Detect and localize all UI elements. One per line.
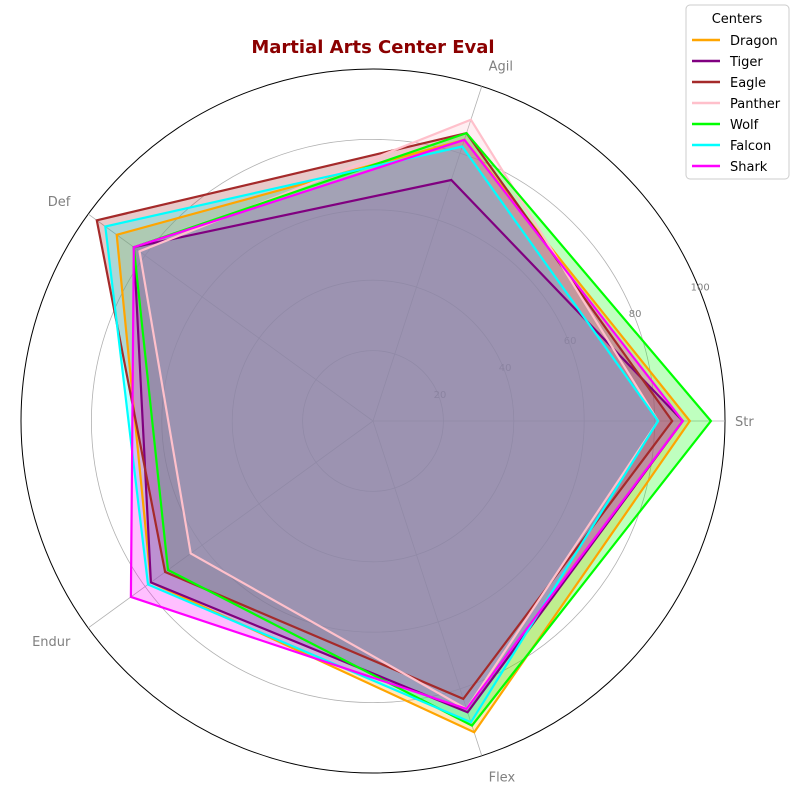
legend-label-wolf: Wolf [730,118,759,133]
chart-title: Martial Arts Center Eval [251,37,494,58]
radial-tick-label: 40 [499,363,512,374]
series-area-panther [139,119,659,709]
axis-labels: Str Agil Def Endur Flex [32,59,754,785]
axis-label-agil: Agil [489,59,513,74]
series-area-falcon [105,146,659,723]
series-line-wolf [132,131,713,727]
legend-label-panther: Panther [730,97,781,112]
series-fills [96,119,711,733]
series-line-tiger [132,178,685,714]
axis-label-def: Def [48,195,71,210]
radial-tick-label: 20 [434,390,447,401]
series-area-dragon [116,139,690,733]
grid-spoke [87,213,374,422]
axis-label-str: Str [735,415,754,430]
grid: 20 40 60 80 100 [20,68,726,774]
series-line-falcon [104,145,660,724]
grid-spoke [372,86,483,422]
legend-label-tiger: Tiger [729,55,763,70]
axis-label-endur: Endur [32,635,71,650]
legend-title: Centers [712,12,763,27]
series-area-tiger [133,180,683,713]
series-area-shark [130,139,683,709]
legend-label-shark: Shark [730,160,768,175]
legend-label-dragon: Dragon [730,34,778,49]
series-line-eagle [95,131,674,701]
radial-tick-label: 60 [564,336,577,347]
legend: Centers Dragon Tiger Eagle Panther Wolf Falco… [685,4,790,180]
legend-label-eagle: Eagle [730,76,766,91]
radial-tick-label: 80 [629,309,642,320]
grid-spoke [87,420,374,629]
axis-label-flex: Flex [489,771,516,786]
series-lines [95,118,713,734]
series-line-shark [129,138,685,711]
series-line-panther [138,118,660,711]
legend-label-falcon: Falcon [730,139,771,154]
radial-tick-label: 100 [691,282,710,293]
legend-frame [685,4,790,180]
series-area-eagle [96,133,673,699]
